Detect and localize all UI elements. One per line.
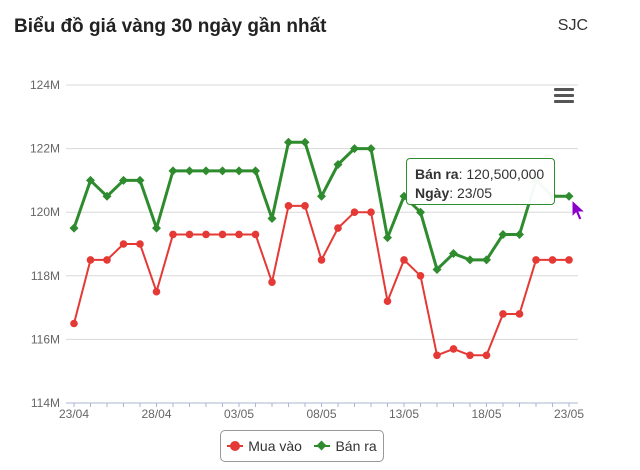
sell-point [267,214,277,224]
buy-point [185,230,194,239]
sell-point [564,191,574,201]
sell-point [152,223,161,233]
sell-point [234,166,244,176]
buy-point [383,297,392,306]
buy-point [350,208,359,216]
buy-point [532,256,540,264]
sell-point [432,264,442,274]
buy-point [169,230,177,239]
x-tick-label: 23/05 [554,407,584,421]
y-tick-label: 120M [30,205,60,219]
sell-point [498,229,508,239]
sell-point [366,144,376,154]
hamburger-menu-icon[interactable] [554,88,574,104]
y-tick-label: 122M [30,142,60,156]
buy-point [499,310,507,318]
buy-point [334,224,342,232]
buy-point [152,287,161,296]
sell-point [333,160,343,169]
buy-point [70,319,78,328]
buy-point [565,256,573,264]
x-tick-label: 28/04 [141,407,171,421]
buy-point [367,208,375,216]
buy-point [86,256,95,264]
legend-buy-swatch-icon [227,441,244,451]
sell-point [300,137,310,147]
x-tick-label: 18/05 [471,407,501,421]
buy-point [136,240,144,248]
tooltip-sell-value: : 120,500,000 [458,166,545,182]
sell-point [317,191,326,201]
sell-point [102,191,112,201]
buy-point [317,256,326,264]
legend: Mua vào Bán ra [220,430,384,462]
legend-sell-label: Bán ra [335,438,377,454]
buy-point [466,351,474,360]
sell-point [416,207,425,217]
legend-sell-swatch-icon [314,440,331,451]
y-tick-label: 124M [30,78,60,92]
buy-point [416,272,425,280]
x-tick-label: 23/04 [59,407,89,421]
legend-item-sell[interactable]: Bán ra [314,438,377,454]
sell-point [482,255,491,265]
sell-point [251,166,260,176]
buy-point [548,256,557,264]
buy-point [119,240,128,248]
sell-point [135,175,145,185]
tooltip-date-label: Ngày [415,185,450,201]
sell-point [465,255,475,265]
buy-point [301,202,309,210]
buy-point [433,351,441,360]
y-tick-label: 114M [31,396,60,410]
price-line-chart: 114M 116M 118M 120M 122M 124M 23/04 28/04 03/05 0… [30,78,584,421]
sell-point [515,229,524,239]
buy-point [103,256,111,264]
sell-point [350,144,359,154]
legend-item-buy[interactable]: Mua vào [227,438,302,454]
x-tick-label: 03/05 [224,407,254,421]
tooltip-sell-label: Bán ra [415,166,459,182]
y-tick-label: 118M [31,269,60,283]
sell-point [284,137,293,147]
legend-buy-label: Mua vào [248,438,302,454]
buy-point [284,202,293,210]
buy-point [202,230,210,239]
buy-point [515,310,524,318]
sell-point [383,233,392,243]
tooltip: Bán ra: 120,500,000 Ngày: 23/05 [406,158,555,205]
sell-point [86,175,95,185]
x-tick-label: 08/05 [306,407,336,421]
mouse-pointer-icon [571,199,587,221]
buy-point [268,278,276,286]
buy-point [251,230,260,239]
sell-point [168,166,178,176]
buy-series-line [73,204,569,357]
sell-point [119,175,128,185]
buy-point [449,345,458,353]
sell-point [185,166,194,176]
tooltip-date-value: : 23/05 [449,185,493,201]
sell-point [218,166,227,176]
buy-point [235,230,243,239]
sell-point [201,166,211,176]
x-tick-label: 13/05 [389,407,419,421]
buy-point [482,351,491,360]
buy-point [400,256,408,264]
buy-point [218,230,227,239]
y-tick-label: 116M [31,332,60,346]
chart-title: Biểu đồ giá vàng 30 ngày gần nhất [14,16,327,37]
sell-point [449,249,458,259]
brand-label: SJC [557,17,588,34]
sell-point [69,223,79,233]
